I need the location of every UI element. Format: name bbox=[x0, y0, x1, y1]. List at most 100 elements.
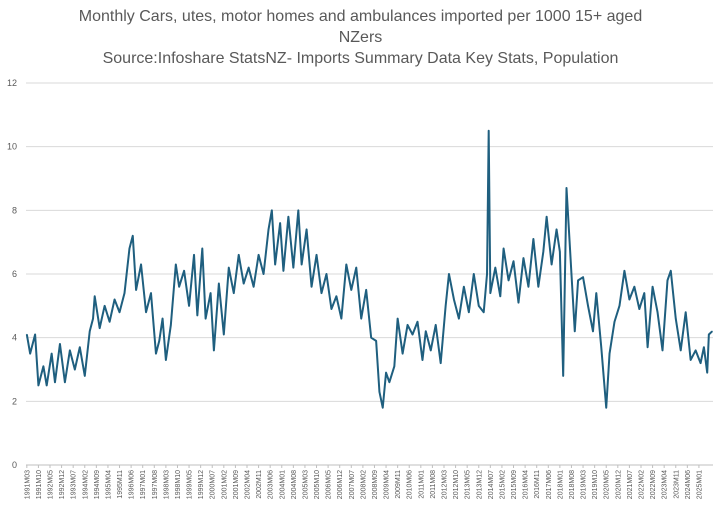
data-point bbox=[565, 187, 568, 189]
data-point bbox=[325, 273, 328, 275]
data-point bbox=[64, 381, 66, 383]
x-tick-label: 2024M06 bbox=[685, 470, 692, 499]
data-point bbox=[175, 263, 177, 266]
data-point bbox=[297, 209, 299, 211]
x-tick-label: 1999M12 bbox=[198, 470, 205, 499]
data-point bbox=[425, 330, 427, 332]
data-point bbox=[340, 317, 342, 320]
data-point bbox=[84, 375, 86, 377]
data-point bbox=[628, 298, 631, 301]
x-tick-label: 2004M08 bbox=[291, 470, 298, 499]
data-point bbox=[690, 359, 692, 361]
data-point bbox=[435, 324, 437, 326]
x-tick-label: 2021M07 bbox=[627, 470, 634, 499]
data-point bbox=[267, 228, 270, 231]
data-point bbox=[647, 346, 649, 348]
x-tick-label: 1991M10 bbox=[36, 470, 43, 499]
data-point bbox=[238, 254, 240, 256]
data-point bbox=[37, 384, 40, 387]
data-point bbox=[486, 273, 488, 275]
data-point bbox=[178, 286, 180, 288]
data-point bbox=[223, 333, 225, 336]
data-point bbox=[42, 365, 44, 367]
data-point bbox=[205, 317, 207, 320]
y-tick-label: 10 bbox=[7, 142, 17, 152]
data-point bbox=[287, 216, 289, 218]
data-point bbox=[360, 317, 362, 320]
data-point bbox=[150, 292, 152, 294]
data-point bbox=[600, 346, 602, 348]
x-tick-label: 2019M10 bbox=[592, 470, 599, 499]
data-point bbox=[183, 270, 185, 272]
data-point bbox=[502, 247, 505, 250]
data-point bbox=[483, 311, 485, 313]
data-point bbox=[507, 279, 510, 281]
data-point bbox=[209, 292, 212, 294]
x-tick-label: 1998M03 bbox=[163, 470, 170, 499]
x-tick-label: 2010M06 bbox=[407, 470, 414, 499]
data-point bbox=[711, 330, 713, 332]
data-point bbox=[155, 352, 157, 355]
x-tick-label: 2016M04 bbox=[523, 470, 530, 499]
x-tick-label: 2023M11 bbox=[673, 470, 680, 499]
data-point bbox=[292, 267, 294, 269]
x-tick-label: 2020M12 bbox=[615, 470, 622, 499]
data-point bbox=[670, 270, 672, 272]
data-point bbox=[262, 273, 265, 275]
x-tick-label: 1997M08 bbox=[152, 470, 159, 499]
y-tick-label: 6 bbox=[12, 269, 17, 279]
data-point bbox=[453, 298, 455, 301]
x-tick-label: 2001M02 bbox=[221, 470, 228, 499]
data-point bbox=[463, 286, 465, 288]
data-point bbox=[468, 311, 470, 313]
data-point bbox=[345, 263, 347, 266]
data-point bbox=[430, 349, 432, 351]
data-point bbox=[397, 317, 399, 320]
data-point bbox=[34, 333, 36, 336]
data-point bbox=[473, 273, 475, 275]
data-point bbox=[527, 286, 530, 288]
data-point bbox=[555, 228, 558, 231]
x-tick-label: 2012M10 bbox=[453, 470, 460, 499]
data-point bbox=[570, 273, 573, 275]
data-point bbox=[89, 330, 91, 332]
data-point bbox=[522, 257, 525, 259]
x-tick-label: 2007M07 bbox=[349, 470, 356, 499]
data-point bbox=[559, 251, 561, 253]
x-tick-label: 1992M05 bbox=[48, 470, 55, 499]
data-point bbox=[393, 365, 395, 367]
y-axis-ticks: 0 2 4 6 8 10 12 bbox=[7, 78, 17, 470]
x-tick-label: 2002M04 bbox=[244, 470, 251, 499]
gridlines bbox=[26, 82, 713, 466]
data-point bbox=[666, 279, 669, 281]
x-tick-label: 2003M06 bbox=[268, 470, 275, 499]
data-point bbox=[320, 292, 323, 294]
x-tick-label: 2016M11 bbox=[534, 470, 541, 499]
x-tick-label: 2012M03 bbox=[441, 470, 448, 499]
data-point bbox=[335, 295, 337, 297]
x-axis-ticks: 1991M03 1991M10 1992M05 1992M12 1993M07 1994M… bbox=[24, 465, 703, 499]
data-point bbox=[703, 346, 705, 348]
data-point bbox=[685, 311, 687, 313]
x-tick-label: 2009M11 bbox=[395, 470, 402, 499]
x-tick-label: 2015M02 bbox=[499, 470, 506, 499]
data-point bbox=[161, 317, 164, 320]
data-point bbox=[29, 352, 31, 355]
x-tick-label: 2018M08 bbox=[569, 470, 576, 499]
data-point bbox=[499, 295, 501, 297]
data-point bbox=[92, 317, 94, 320]
data-point bbox=[158, 340, 160, 342]
data-point bbox=[416, 321, 419, 323]
data-point bbox=[577, 279, 579, 281]
y-tick-label: 8 bbox=[12, 205, 17, 215]
x-tick-label: 2018M01 bbox=[557, 470, 564, 499]
data-point bbox=[46, 384, 48, 387]
data-point bbox=[582, 276, 584, 278]
x-tick-label: 1991M03 bbox=[24, 470, 31, 499]
data-point bbox=[411, 333, 414, 336]
data-point bbox=[282, 270, 285, 272]
data-point bbox=[132, 235, 134, 237]
data-point bbox=[550, 263, 553, 266]
data-point bbox=[145, 311, 147, 313]
data-point bbox=[271, 209, 273, 211]
